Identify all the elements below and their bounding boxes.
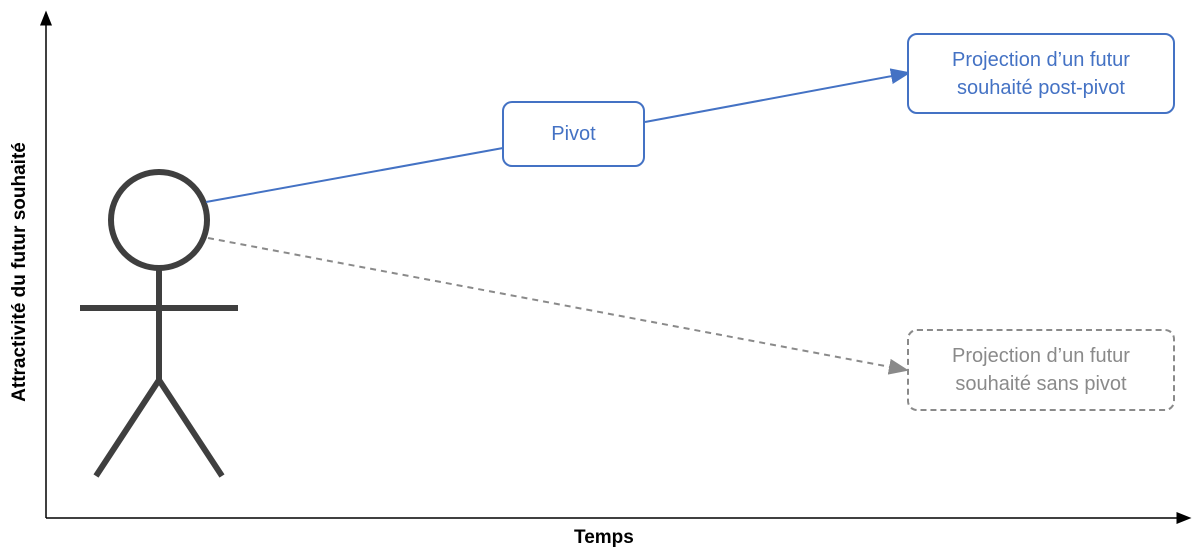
stick-figure-icon <box>80 169 238 478</box>
no-pivot-projection-box: Projection d’un futur souhaité sans pivo… <box>907 329 1175 411</box>
path-pivot-to-projection <box>644 68 911 123</box>
path-without-pivot <box>207 237 909 375</box>
post-pivot-line-2: souhaité post-pivot <box>957 76 1125 99</box>
path-to-pivot <box>205 147 504 203</box>
x-axis-label: Temps <box>574 527 634 548</box>
post-pivot-projection-box: Projection d’un futur souhaité post-pivo… <box>907 33 1175 114</box>
post-pivot-projection-label: Projection d’un futur souhaité post-pivo… <box>952 46 1130 102</box>
no-pivot-projection-label: Projection d’un futur souhaité sans pivo… <box>952 342 1130 398</box>
no-pivot-line-2: souhaité sans pivot <box>955 373 1127 395</box>
stick-figure-head <box>108 169 210 271</box>
stick-figure-left-leg <box>93 378 162 478</box>
y-axis-label: Attractivité du futur souhaité <box>9 142 30 402</box>
pivot-box: Pivot <box>502 101 645 167</box>
post-pivot-line-1: Projection d’un futur <box>952 48 1130 71</box>
stick-figure-right-leg <box>156 378 225 478</box>
no-pivot-line-1: Projection d’un futur <box>952 345 1130 367</box>
pivot-label: Pivot <box>551 123 596 145</box>
